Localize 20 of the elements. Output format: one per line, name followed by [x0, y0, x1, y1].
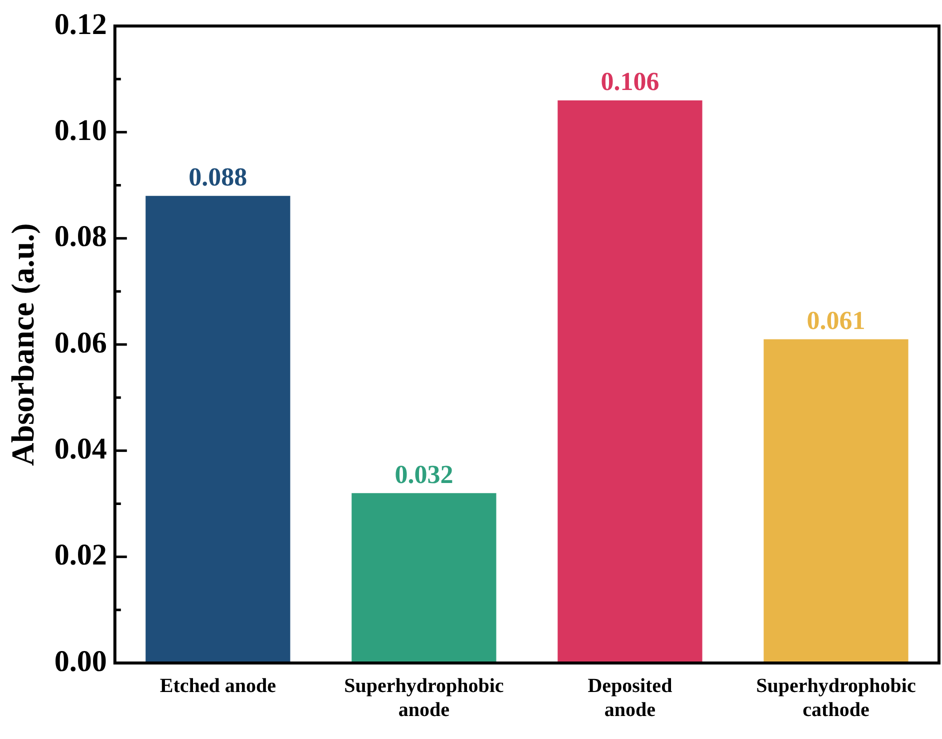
x-tick-label: Etched anode [160, 675, 276, 698]
y-axis-title: Absorbance (a.u.) [4, 223, 40, 466]
x-tick-label: Superhydrophobic cathode [756, 675, 916, 722]
data-label: 0.088 [188, 162, 248, 192]
text: 0.12 [54, 8, 107, 41]
text: 0.04 [54, 432, 107, 466]
x-tick-label: Deposited anode [588, 675, 672, 722]
bar [558, 100, 702, 663]
text: 0.00 [54, 644, 107, 678]
text: 0.02 [54, 538, 107, 572]
bar [352, 493, 496, 663]
text: 0.06 [54, 326, 107, 360]
bar [146, 196, 290, 663]
text: 0.08 [54, 220, 107, 254]
text: 0.10 [54, 114, 107, 147]
bar [764, 339, 908, 663]
data-label: 0.106 [600, 67, 660, 96]
data-label: 0.061 [806, 306, 866, 335]
x-tick-label: Superhydrophobic anode [344, 675, 504, 722]
data-label: 0.032 [394, 460, 454, 489]
